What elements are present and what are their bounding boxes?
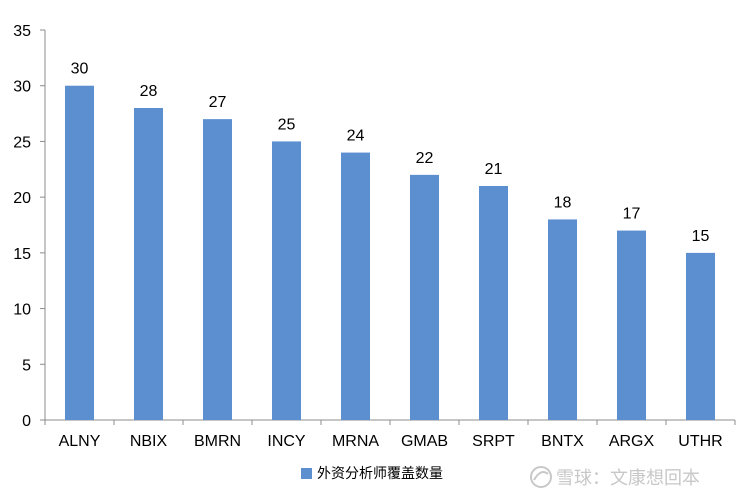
y-tick-label: 25 xyxy=(13,134,31,151)
y-tick-label: 15 xyxy=(13,246,31,263)
x-tick-label: BNTX xyxy=(541,433,584,450)
y-tick-label: 5 xyxy=(22,357,31,374)
legend-swatch xyxy=(301,468,312,479)
x-tick-label: BMRN xyxy=(194,433,241,450)
x-tick-label: UTHR xyxy=(678,433,722,450)
legend-label: 外资分析师覆盖数量 xyxy=(317,466,443,482)
bar xyxy=(410,174,439,420)
x-tick-label: ALNY xyxy=(59,433,101,450)
bar xyxy=(617,230,646,420)
data-label: 28 xyxy=(140,83,158,100)
x-tick-label: SRPT xyxy=(472,433,515,450)
watermark-logo-icon xyxy=(530,466,552,488)
bar xyxy=(203,119,232,421)
watermark-text: 雪球：文康想回本 xyxy=(556,468,700,489)
y-axis: 0 5 10 15 20 25 30 35 xyxy=(13,23,46,430)
data-labels: 30 28 27 25 24 22 21 18 17 15 xyxy=(71,61,710,245)
watermark: 雪球：文康想回本 xyxy=(530,466,700,489)
bar xyxy=(65,85,94,420)
bar xyxy=(548,219,577,420)
data-label: 17 xyxy=(623,206,641,223)
bars xyxy=(65,85,715,421)
data-label: 30 xyxy=(71,61,89,78)
y-tick-label: 0 xyxy=(22,413,31,430)
x-tick-label: GMAB xyxy=(401,433,448,450)
data-label: 15 xyxy=(692,228,710,245)
y-tick-label: 10 xyxy=(13,302,31,319)
bar xyxy=(341,152,370,421)
data-label: 22 xyxy=(416,150,434,167)
x-tick-label: MRNA xyxy=(332,433,379,450)
data-label: 27 xyxy=(209,94,227,111)
data-label: 18 xyxy=(554,194,572,211)
bar xyxy=(272,141,301,420)
x-tick-label: ARGX xyxy=(609,433,655,450)
y-tick-label: 35 xyxy=(13,23,31,40)
bar xyxy=(686,252,715,420)
bar xyxy=(134,108,163,420)
data-label: 24 xyxy=(347,128,365,145)
x-tick-label: INCY xyxy=(267,433,306,450)
bar xyxy=(479,186,508,420)
legend: 外资分析师覆盖数量 xyxy=(301,466,443,482)
y-tick-label: 30 xyxy=(13,79,31,96)
data-label: 21 xyxy=(485,161,503,178)
x-axis: ALNY NBIX BMRN INCY MRNA GMAB SRPT BNTX ARGX UTHR xyxy=(44,419,736,450)
y-tick-label: 20 xyxy=(13,190,31,207)
x-tick-label: NBIX xyxy=(130,433,168,450)
data-label: 25 xyxy=(278,116,296,133)
